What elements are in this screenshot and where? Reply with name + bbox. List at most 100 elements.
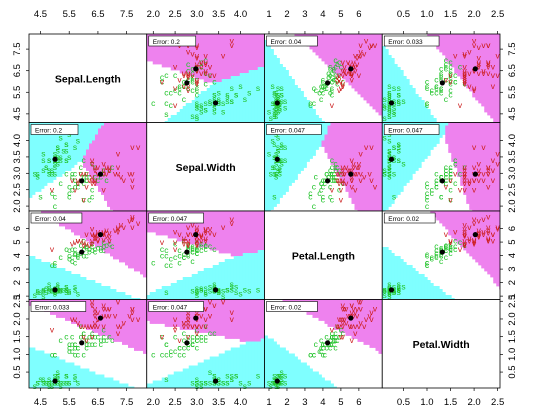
data-point-c: c (102, 165, 107, 175)
data-point-v: v (204, 236, 209, 246)
data-point-c: c (319, 185, 324, 195)
data-point-v: v (477, 42, 482, 52)
data-point-s: s (274, 168, 278, 178)
data-point-s: s (64, 155, 68, 165)
data-point-c: c (444, 55, 449, 65)
data-point-c: c (195, 61, 200, 71)
data-point-s: s (225, 378, 229, 388)
data-point-v: v (353, 307, 358, 317)
data-point-v: v (481, 226, 486, 236)
data-point-c: c (330, 332, 335, 342)
data-point-c: c (164, 339, 169, 349)
data-point-s: s (204, 105, 208, 115)
data-point-s: s (274, 102, 278, 112)
data-point-v: v (119, 321, 124, 331)
data-point-v: v (127, 310, 132, 320)
data-point-v: v (136, 218, 141, 228)
data-point-c: c (84, 251, 89, 261)
data-point-c: c (308, 349, 313, 359)
data-point-c: c (448, 238, 453, 248)
data-point-v: v (477, 168, 482, 178)
data-point-v: v (448, 175, 453, 185)
data-point-c: c (339, 325, 344, 335)
data-point-c: c (328, 64, 333, 74)
data-point-v: v (70, 314, 75, 324)
data-point-v: v (122, 222, 127, 232)
data-point-s: s (47, 283, 51, 293)
data-point-v: v (368, 42, 373, 52)
data-point-c: c (332, 64, 337, 74)
data-point-v: v (195, 76, 200, 86)
data-point-c: c (314, 172, 319, 182)
data-point-s: s (199, 284, 203, 294)
data-point-c: c (186, 74, 191, 84)
data-point-v: v (355, 168, 360, 178)
error-box (30, 301, 87, 312)
bottom-tick-label: 6 (356, 397, 361, 408)
error-box (266, 35, 318, 47)
class-center-c (184, 249, 190, 255)
data-point-v: v (359, 168, 364, 178)
data-point-c: c (434, 87, 439, 97)
right-tick-label: 2.0 (507, 199, 518, 212)
data-point-s: s (41, 155, 45, 165)
data-point-c: c (434, 81, 439, 91)
data-point-v: v (195, 42, 200, 52)
data-point-v: v (73, 237, 78, 247)
data-point-s: s (56, 158, 60, 168)
data-point-c: c (151, 98, 156, 108)
data-point-c: c (195, 325, 200, 335)
data-point-v: v (199, 232, 204, 242)
data-point-s: s (50, 381, 54, 391)
data-point-s: s (387, 96, 391, 106)
data-point-v: v (463, 66, 468, 76)
data-point-v: v (350, 175, 355, 185)
class-center-s (52, 378, 58, 384)
data-point-c: c (328, 168, 333, 178)
data-point-s: s (278, 168, 282, 178)
data-point-c: c (430, 85, 435, 95)
data-point-c: c (64, 332, 69, 342)
data-point-v: v (481, 40, 486, 50)
data-point-s: s (387, 288, 391, 298)
data-point-s: s (272, 98, 276, 108)
data-point-c: c (177, 251, 182, 261)
data-point-c: c (430, 253, 435, 263)
data-point-v: v (93, 303, 98, 313)
class-center-c (184, 80, 190, 86)
data-point-v: v (127, 215, 132, 225)
data-point-v: v (369, 314, 374, 324)
data-point-c: c (173, 238, 178, 248)
data-point-v: v (107, 232, 112, 242)
data-point-v: v (221, 51, 226, 61)
data-point-s: s (397, 96, 401, 106)
data-point-c: c (425, 76, 430, 86)
data-point-c: c (173, 85, 178, 95)
data-point-s: s (272, 109, 276, 119)
classification-regions (382, 122, 500, 211)
data-point-v: v (341, 168, 346, 178)
data-point-s: s (56, 145, 60, 155)
data-point-v: v (472, 85, 477, 95)
data-point-v: v (491, 165, 496, 175)
data-point-v: v (463, 240, 468, 250)
data-point-v: v (491, 229, 496, 239)
data-point-v: v (353, 168, 358, 178)
data-point-v: v (70, 175, 75, 185)
data-point-c: c (204, 335, 209, 345)
classification-regions (382, 211, 500, 300)
data-point-c: c (76, 349, 81, 359)
error-box (148, 301, 204, 312)
data-point-c: c (79, 162, 84, 172)
data-point-c: c (323, 349, 328, 359)
data-point-s: s (247, 87, 251, 97)
data-point-v: v (486, 40, 491, 50)
data-point-v: v (467, 222, 472, 232)
data-point-v: v (477, 168, 482, 178)
data-point-v: v (448, 70, 453, 80)
data-point-v: v (486, 233, 491, 243)
data-point-v: v (195, 51, 200, 61)
data-point-c: c (317, 87, 322, 97)
data-point-v: v (119, 172, 124, 182)
data-point-s: s (67, 152, 71, 162)
